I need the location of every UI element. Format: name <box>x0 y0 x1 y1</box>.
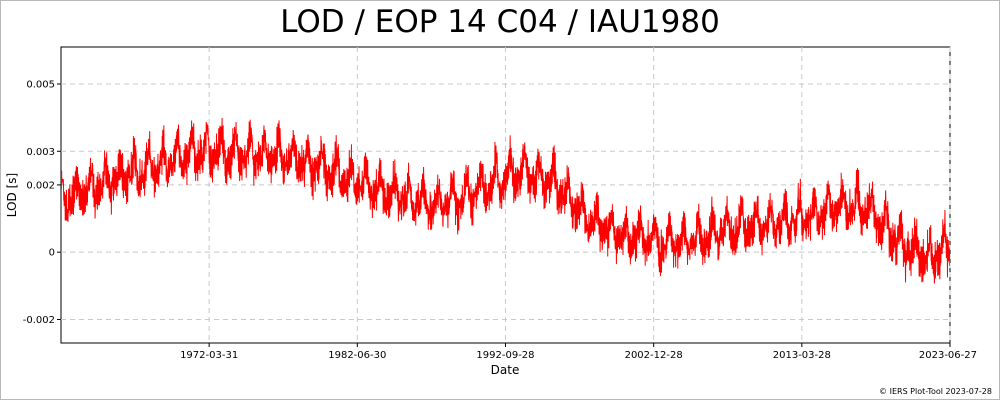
x-tick-label: 1982-06-30 <box>328 350 386 361</box>
credit-text: © IERS Plot-Tool 2023-07-28 <box>879 387 992 396</box>
x-tick-label: 2023-06-27 <box>919 350 977 361</box>
lod-series-line <box>61 117 950 284</box>
chart-title: LOD / EOP 14 C04 / IAU1980 <box>280 4 720 40</box>
y-tick-label: 0.005 <box>26 80 55 91</box>
y-tick-label: 0.003 <box>26 147 55 158</box>
y-tick-label: -0.002 <box>23 315 55 326</box>
x-tick-label: 1992-09-28 <box>476 350 534 361</box>
y-tick-label: 0.002 <box>26 180 55 191</box>
x-tick-label: 2002-12-28 <box>625 350 683 361</box>
x-tick-label: 2013-03-28 <box>773 350 831 361</box>
y-tick-label: 0 <box>49 248 55 259</box>
x-tick-label: 1972-03-31 <box>180 350 238 361</box>
x-axis-label: Date <box>491 363 520 377</box>
y-axis-label: LOD [s] <box>5 173 19 217</box>
